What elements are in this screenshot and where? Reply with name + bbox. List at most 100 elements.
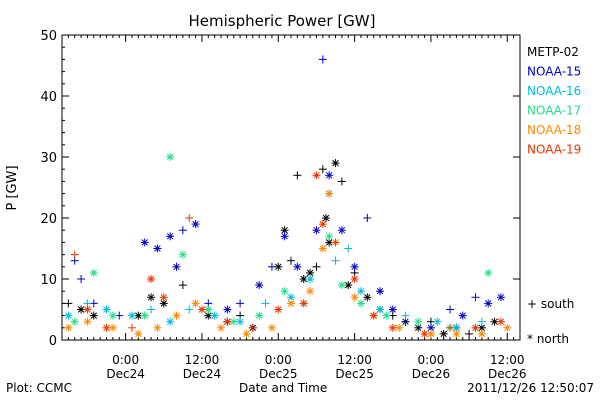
data-point [471,293,480,302]
x-tick-label: 0:00 [265,353,292,367]
data-point [350,262,359,271]
data-point [159,293,168,302]
marker-stroke [484,269,492,277]
data-point [127,311,136,320]
marker-stroke [497,294,505,301]
marker-stroke [414,318,422,325]
data-point [185,305,194,314]
y-tick-label: 40 [40,90,57,105]
timestamp: 2011/12/26 12:50:07 [467,381,594,395]
data-point [178,250,187,259]
marker-stroke [300,300,307,307]
data-point [388,323,397,332]
data-point [108,311,117,320]
marker-stroke [313,226,320,234]
data-point [83,305,92,314]
marker-stroke [198,306,206,313]
marker-stroke [376,306,384,313]
marker-stroke [281,287,288,295]
y-tick-label: 10 [40,273,57,288]
marker-stroke [364,294,371,301]
data-point [477,329,486,338]
data-point [64,323,73,332]
marker-stroke [332,159,339,167]
data-point [147,275,156,283]
data-point [267,262,276,271]
x-tick-label: 12:00 [337,353,372,367]
marker-stroke [322,214,330,222]
marker-stroke [325,233,333,240]
marker-stroke [160,294,168,301]
data-point [356,287,365,296]
data-point [306,275,315,283]
data-point [376,287,385,296]
marker-stroke [103,306,110,313]
data-point [503,323,512,332]
data-point [210,311,219,320]
y-tick-label: 0 [49,334,57,349]
data-point [70,250,79,259]
data-point [446,323,455,332]
data-point [401,311,410,320]
marker-stroke [325,239,333,246]
data-point [255,311,264,320]
data-point [337,226,346,235]
marker-stroke [217,324,225,332]
data-point [287,256,295,265]
data-point [159,299,168,308]
marker-stroke [141,239,148,246]
marker-stroke [459,312,466,319]
marker-stroke [281,233,288,240]
marker-stroke [90,269,98,277]
marker-stroke [135,312,142,319]
marker-stroke [414,324,422,332]
data-point [191,220,200,229]
marker-stroke [427,324,435,332]
data-point [83,317,92,326]
marker-stroke [154,324,161,332]
data-point [274,305,283,314]
marker-stroke [141,312,148,319]
marker-stroke [472,324,479,332]
marker-stroke [357,300,365,307]
x-tick-date-label: Dec24 [106,367,145,381]
data-point [153,323,162,332]
legend-entry: NOAA-16 [527,84,581,98]
marker-stroke [166,153,174,161]
marker-stroke [325,172,333,179]
data-point [484,299,493,308]
marker-stroke [77,306,85,313]
data-point [325,232,334,241]
marker-stroke [109,312,117,319]
data-point [344,244,353,253]
marker-stroke [230,318,237,325]
data-point [255,281,264,290]
data-point [414,317,423,326]
data-point [242,329,251,338]
data-point [102,305,111,314]
data-point [280,287,289,296]
data-point [223,317,232,326]
data-point [64,299,73,308]
data-point [331,159,340,168]
y-tick-label: 20 [40,212,57,227]
data-point [312,171,321,180]
chart-title: Hemispheric Power [GW] [189,12,376,30]
marker-stroke [484,300,492,307]
marker-stroke [478,330,486,338]
marker-legend: + south * north [527,297,574,346]
x-tick-date-label: Dec25 [259,367,298,381]
x-axis: 0:00Dec2412:00Dec240:00Dec2512:00Dec250:… [67,35,527,381]
data-point [166,232,175,241]
marker-stroke [275,306,282,313]
data-point [185,214,194,222]
data-point [172,311,181,320]
data-point [127,323,136,332]
marker-stroke [71,318,78,325]
data-point [166,153,175,161]
legend: METP-02 NOAA-15 NOAA-16 NOAA-17 NOAA-18 NOAA-… [527,45,581,157]
data-point [293,262,302,271]
marker-stroke [90,312,98,319]
data-point [318,220,327,229]
